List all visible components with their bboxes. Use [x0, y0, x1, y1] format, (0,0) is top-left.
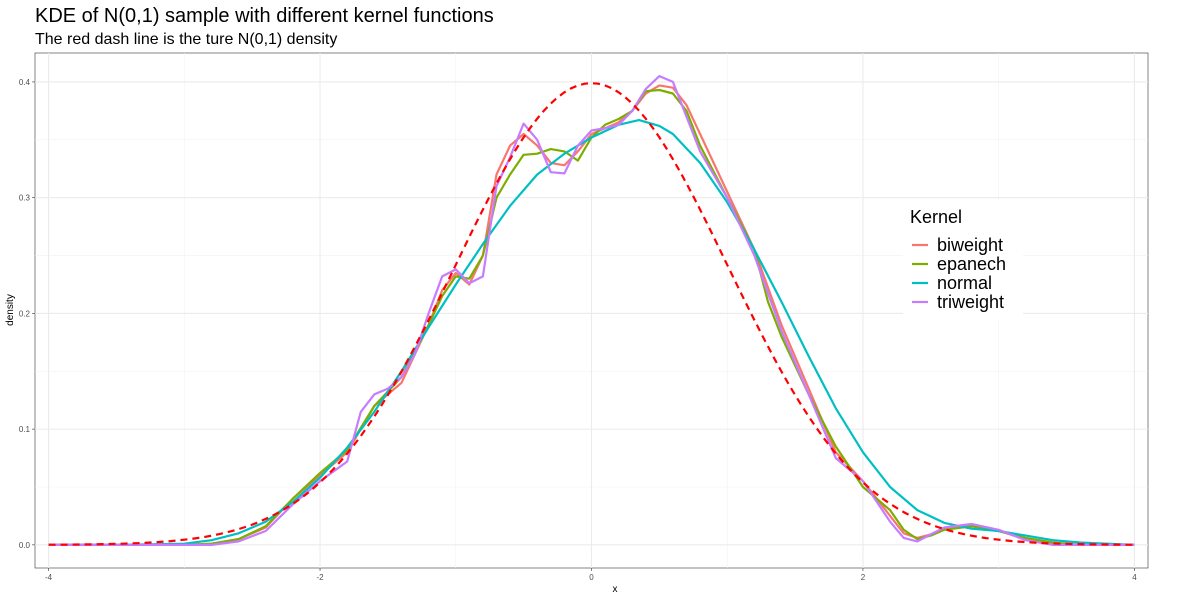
- series-line-triweight: [48, 75, 1135, 546]
- x-tick-label: 4: [1132, 573, 1137, 582]
- y-tick-label: 0.3: [19, 194, 31, 203]
- legend-label-triweight: triweight: [937, 292, 1004, 312]
- y-tick-label: 0.0: [19, 541, 31, 550]
- x-tick-label: -4: [45, 573, 53, 582]
- y-tick-label: 0.4: [19, 78, 31, 87]
- series-line-normal: [48, 119, 1135, 546]
- legend-label-biweight: biweight: [937, 235, 1003, 255]
- chart-subtitle: The red dash line is the ture N(0,1) den…: [35, 31, 337, 48]
- y-axis-title: density: [5, 294, 16, 326]
- x-tick-label: 0: [589, 573, 594, 582]
- legend-label-epanech: epanech: [937, 254, 1006, 274]
- legend-background: [903, 200, 1023, 320]
- x-tick-label: -2: [316, 573, 324, 582]
- y-tick-label: 0.2: [19, 309, 31, 318]
- chart-title: KDE of N(0,1) sample with different kern…: [35, 5, 494, 27]
- series-line-true-density: [48, 82, 1135, 546]
- x-axis: -4 -2 0 2 4: [45, 568, 1137, 582]
- legend-label-normal: normal: [937, 273, 992, 293]
- y-axis: 0.0 0.1 0.2 0.3 0.4: [19, 78, 35, 550]
- x-tick-label: 2: [861, 573, 866, 582]
- series-lines: [48, 75, 1135, 546]
- y-tick-label: 0.1: [19, 425, 31, 434]
- x-axis-title: x: [613, 584, 618, 595]
- legend-title: Kernel: [910, 207, 962, 227]
